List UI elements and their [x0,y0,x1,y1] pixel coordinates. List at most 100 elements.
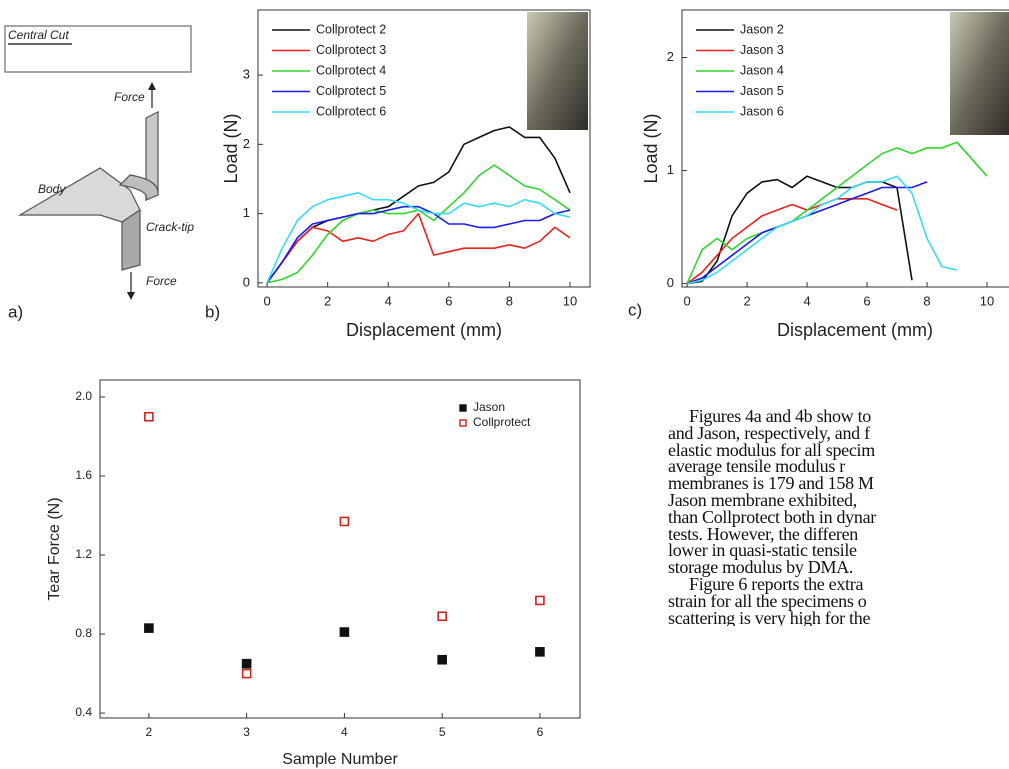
text-line: than Collprotect both in dynar [668,506,876,527]
x-tick-label: 4 [803,293,810,308]
y-axis-label: Load (N) [641,113,661,183]
legend-label: Collprotect [473,415,531,429]
x-tick-label: 3 [243,725,250,739]
x-tick-label: 6 [537,725,544,739]
specimen-bottom-arm [121,208,141,271]
data-point [144,411,154,422]
data-line [266,126,571,284]
chart: 0 2 4 6 8 10 0 1 2 Displacement (mm) Load (N) c) Jas… [628,9,1009,340]
legend-label: Collprotect 4 [316,63,386,77]
text-line: elastic modulus for all specim [668,439,875,460]
data-line [266,212,571,284]
text-line: average tensile modulus r [668,456,845,477]
text-line: and Jason, respectively, and f [668,422,870,443]
text-line: strain for all the specimens o [668,590,867,611]
text-line: Jason membrane exhibited, [668,489,857,510]
y-tick-label: 1.6 [75,468,92,482]
x-tick-label: 2 [146,725,153,739]
y-tick-label: 0.8 [75,626,92,640]
y-tick-label: 0 [667,275,674,290]
chart: 2 3 4 5 6 0.4 0.8 1.2 1.6 2.0 Sample Number Tear Fo… [46,379,581,768]
data-line [266,192,571,284]
legend-swatch [459,404,467,412]
diagram-label: Force [114,90,145,104]
panel-label: c) [628,300,642,319]
plot-area [144,411,545,679]
legend-label: Jason [473,400,505,414]
plot-frame [99,379,581,719]
plot-frame [681,9,1009,288]
x-tick-label: 4 [385,293,392,308]
y-axis-label: Tear Force (N) [46,497,63,600]
specimen-diagram: Central Cut Force Body Crack-tip Force a… [4,25,194,321]
data-point [339,516,350,527]
x-tick-label: 6 [863,293,870,308]
legend-label: Jason 4 [740,63,784,77]
y-tick-label: 2 [667,49,674,64]
data-point [535,647,545,657]
data-line [686,175,913,285]
text-line: tests. However, the differen [668,523,858,544]
x-tick-label: 2 [324,293,331,308]
data-point [339,627,350,637]
legend-swatch [459,419,467,427]
legend-label: Collprotect 6 [316,104,386,118]
legend-label: Jason 2 [740,22,784,36]
data-line [686,198,898,285]
x-tick-label: 0 [263,293,270,308]
inset-photo [527,12,588,130]
data-point [535,595,545,606]
y-tick-label: 1 [667,162,674,177]
x-axis-label: Sample Number [282,751,398,768]
crack-bend [118,174,159,202]
specimen-top-view [4,25,192,73]
plot-area [266,126,571,284]
text-line: scattering is very high for the [668,607,871,627]
data-point [437,611,447,622]
diagram-label: Central Cut [8,28,69,42]
panel-label: a) [8,302,23,321]
body-text: Figures 4a and 4b show to and Jason, resp… [668,408,1009,626]
data-point [241,668,252,679]
x-axis-label: Displacement (mm) [346,320,502,340]
arrow-head [148,82,156,90]
y-tick-label: 0.4 [75,705,92,719]
x-tick-label: 8 [923,293,930,308]
y-axis-label: Load (N) [221,113,241,183]
x-tick-label: 10 [563,293,577,308]
chart: 0 2 4 6 8 10 0 1 2 3 Displacement (mm) Load (N) b) Co… [205,9,591,340]
x-axis-label: Displacement (mm) [777,320,933,340]
y-tick-label: 1.2 [75,547,92,561]
text-line: Figure 6 reports the extra [689,573,864,594]
text-line: lower in quasi-static tensile [668,540,857,561]
legend-label: Collprotect 5 [316,84,386,98]
legend-label: Collprotect 3 [316,43,386,57]
x-tick-label: 8 [506,293,513,308]
diagram-label: Crack-tip [146,220,194,234]
x-tick-label: 10 [980,293,994,308]
x-tick-label: 0 [683,293,690,308]
inset-photo [950,12,1009,135]
y-tick-label: 1 [243,205,250,220]
panel-label: b) [205,302,220,321]
y-tick-label: 0 [243,274,250,289]
x-tick-label: 2 [743,293,750,308]
data-point [437,654,447,665]
data-line [686,175,958,285]
legend-label: Jason 5 [740,84,784,98]
diagram-label: Force [146,274,177,288]
legend-label: Jason 3 [740,43,784,57]
y-tick-label: 2 [243,136,250,151]
y-tick-label: 2.0 [75,389,92,403]
data-line [266,205,571,284]
legend-label: Collprotect 2 [316,22,386,36]
data-point [144,623,154,633]
legend-label: Jason 6 [740,104,784,118]
text-line: Figures 4a and 4b show to [689,408,871,426]
x-tick-label: 4 [341,725,348,739]
text-line: membranes is 179 and 158 M [668,473,874,494]
x-tick-label: 6 [445,293,452,308]
y-tick-label: 3 [243,67,250,82]
